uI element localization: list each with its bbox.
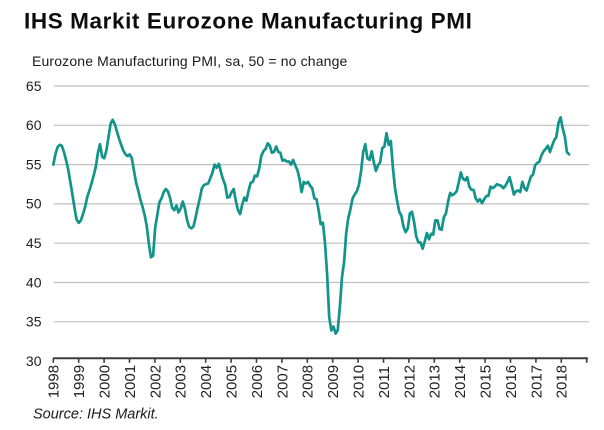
- svg-text:2005: 2005: [224, 365, 241, 398]
- svg-text:2007: 2007: [274, 365, 291, 398]
- svg-text:65: 65: [26, 78, 42, 94]
- svg-text:2002: 2002: [147, 365, 164, 398]
- svg-text:35: 35: [26, 314, 42, 330]
- svg-text:1999: 1999: [71, 365, 88, 398]
- svg-text:2018: 2018: [554, 365, 571, 398]
- svg-text:55: 55: [26, 156, 42, 172]
- svg-text:2015: 2015: [478, 365, 495, 398]
- svg-text:1998: 1998: [46, 365, 63, 398]
- svg-text:Source: IHS Markit.: Source: IHS Markit.: [33, 406, 159, 422]
- svg-text:40: 40: [26, 274, 42, 290]
- svg-text:Eurozone Manufacturing PMI, sa: Eurozone Manufacturing PMI, sa, 50 = no …: [32, 53, 348, 69]
- svg-text:2009: 2009: [325, 365, 342, 398]
- svg-text:45: 45: [26, 235, 42, 251]
- svg-text:2001: 2001: [122, 365, 139, 398]
- svg-text:2017: 2017: [528, 365, 545, 398]
- svg-text:2014: 2014: [452, 365, 469, 398]
- svg-text:IHS Markit Eurozone Manufactur: IHS Markit Eurozone Manufacturing PMI: [24, 8, 472, 33]
- svg-text:2016: 2016: [503, 365, 520, 398]
- svg-text:30: 30: [26, 353, 42, 369]
- svg-text:2000: 2000: [97, 365, 114, 398]
- svg-text:2004: 2004: [198, 365, 215, 398]
- svg-text:2003: 2003: [173, 365, 190, 398]
- svg-text:2010: 2010: [351, 365, 368, 398]
- svg-text:2008: 2008: [300, 365, 317, 398]
- svg-text:60: 60: [26, 117, 42, 133]
- svg-text:2013: 2013: [427, 365, 444, 398]
- svg-text:2012: 2012: [401, 365, 418, 398]
- svg-text:50: 50: [26, 196, 42, 212]
- svg-text:2011: 2011: [376, 366, 393, 398]
- svg-text:2006: 2006: [249, 365, 266, 398]
